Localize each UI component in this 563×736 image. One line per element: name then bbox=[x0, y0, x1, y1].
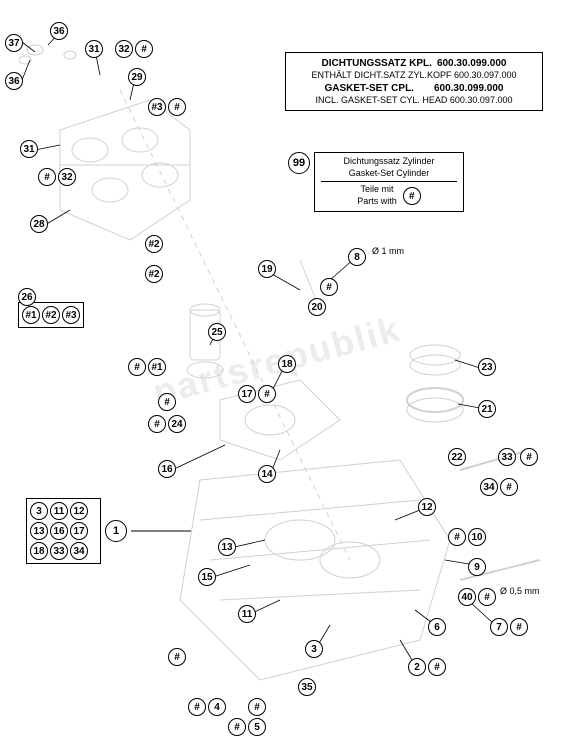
parts-box-hash: # bbox=[403, 187, 421, 205]
parts-box-en2: Parts with bbox=[357, 196, 397, 208]
callout-26: 26 bbox=[18, 288, 36, 306]
callout-32: 32# bbox=[115, 40, 153, 58]
dim-1mm: Ø 1 mm bbox=[372, 246, 404, 256]
callout-21: 21 bbox=[478, 400, 496, 418]
callout-7: 7# bbox=[490, 618, 528, 636]
callout-#1: ##1 bbox=[128, 358, 166, 376]
callout-#3: #3# bbox=[148, 98, 186, 116]
callout-37: 37 bbox=[5, 34, 23, 52]
callout-33: 33 bbox=[498, 448, 516, 466]
callout-hash: # bbox=[158, 393, 176, 411]
parts-box-num: 99 bbox=[288, 152, 310, 174]
callout-3: 3 bbox=[305, 640, 323, 658]
callout-10: #10 bbox=[448, 528, 486, 546]
g1-7: 33 bbox=[50, 542, 68, 560]
parts-box-de1: Dichtungssatz Zylinder bbox=[321, 156, 457, 168]
callout-23: 23 bbox=[478, 358, 496, 376]
callout-31: 31 bbox=[20, 140, 38, 158]
callout-25: 25 bbox=[208, 323, 226, 341]
group-box-1-wrap: 3 11 12 13 16 17 18 33 34 1 bbox=[26, 498, 191, 564]
callout-19: 19 bbox=[258, 260, 276, 278]
callout-22: 22 bbox=[448, 448, 466, 466]
g1-6: 18 bbox=[30, 542, 48, 560]
g1-8: 34 bbox=[70, 542, 88, 560]
callout-4: #4 bbox=[188, 698, 226, 716]
group26-2: #2 bbox=[42, 306, 60, 324]
callout-14: 14 bbox=[258, 465, 276, 483]
callout-#2: #2 bbox=[145, 235, 163, 253]
title-line1-num: 600.30.099.000 bbox=[437, 58, 507, 69]
callout-15: 15 bbox=[198, 568, 216, 586]
g1-0: 3 bbox=[30, 502, 48, 520]
callout-34: 34# bbox=[480, 478, 518, 496]
title-info-box: DICHTUNGSSATZ KPL. 600.30.099.000 ENTHÄL… bbox=[285, 52, 543, 111]
callout-hash: # bbox=[248, 698, 266, 716]
callout-8: 8 bbox=[348, 248, 366, 266]
callout-#2: #2 bbox=[145, 265, 163, 283]
callout-36: 36 bbox=[5, 72, 23, 90]
callout-hash: # bbox=[320, 278, 338, 296]
group-box-1: 3 11 12 13 16 17 18 33 34 bbox=[26, 498, 101, 564]
callout-28: 28 bbox=[30, 215, 48, 233]
callout-18: 18 bbox=[278, 355, 296, 373]
callout-31: 31 bbox=[85, 40, 103, 58]
callout-40: 40# bbox=[458, 588, 496, 606]
callout-9: 9 bbox=[468, 558, 486, 576]
callout-20: 20 bbox=[308, 298, 326, 316]
callout-2: 2# bbox=[408, 658, 446, 676]
g1-3: 13 bbox=[30, 522, 48, 540]
callout-hash: # bbox=[168, 648, 186, 666]
group26-1: #1 bbox=[22, 306, 40, 324]
dim-05mm: Ø 0,5 mm bbox=[500, 586, 540, 596]
parts-box-group: 99 Dichtungssatz Zylinder Gasket-Set Cyl… bbox=[288, 152, 464, 212]
title-line1-label: DICHTUNGSSATZ KPL. bbox=[322, 58, 432, 69]
group26-3: #3 bbox=[62, 306, 80, 324]
callout-29: 29 bbox=[128, 68, 146, 86]
title-line2: ENTHÄLT DICHT.SATZ ZYL.KOPF 600.30.097.0… bbox=[294, 70, 534, 82]
callout-24: #24 bbox=[148, 415, 186, 433]
callout-35: 35 bbox=[298, 678, 316, 696]
callout-36: 36 bbox=[50, 22, 68, 40]
g1-2: 12 bbox=[70, 502, 88, 520]
g1-4: 16 bbox=[50, 522, 68, 540]
callout-12: 12 bbox=[418, 498, 436, 516]
parts-box-de2: Teile mit bbox=[357, 184, 397, 196]
title-line3-num: 600.30.099.000 bbox=[434, 83, 504, 94]
title-line3-label: GASKET-SET CPL. bbox=[325, 83, 414, 94]
callout-13: 13 bbox=[218, 538, 236, 556]
group1-lead: 1 bbox=[105, 520, 127, 542]
callout-5: #5 bbox=[228, 718, 266, 736]
callout-16: 16 bbox=[158, 460, 176, 478]
callout-17: 17# bbox=[238, 385, 276, 403]
callout-hash: # bbox=[520, 448, 538, 466]
callout-6: 6 bbox=[428, 618, 446, 636]
g1-5: 17 bbox=[70, 522, 88, 540]
callout-11: 11 bbox=[238, 605, 256, 623]
title-line4: INCL. GASKET-SET CYL. HEAD 600.30.097.00… bbox=[294, 95, 534, 107]
g1-1: 11 bbox=[50, 502, 68, 520]
callout-32: #32 bbox=[38, 168, 76, 186]
parts-box-en1: Gasket-Set Cylinder bbox=[321, 168, 457, 180]
